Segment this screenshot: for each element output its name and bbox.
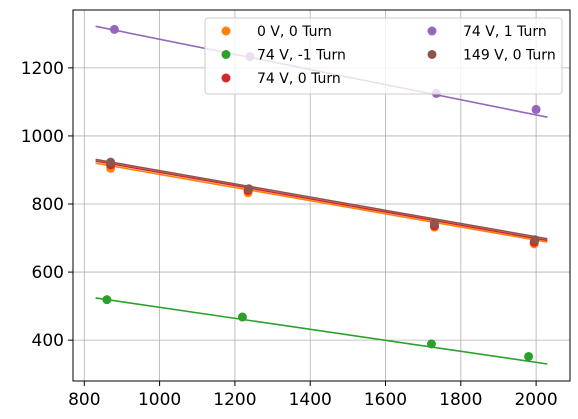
- x-tick-label: 1400: [289, 390, 332, 410]
- axis-ticks: 800 1000 1200 1400 1600 1800 2000 400 600 800 1000…: [21, 59, 558, 410]
- fit-line: [95, 158, 548, 240]
- data-point: [530, 235, 540, 245]
- legend-label: 0 V, 0 Turn: [257, 24, 332, 40]
- legend-box: [204, 17, 563, 95]
- legend-marker: [221, 50, 231, 59]
- x-tick-label: 1800: [439, 390, 482, 410]
- legend-marker: [427, 50, 437, 59]
- x-tick-label: 800: [68, 390, 100, 410]
- data-point: [429, 218, 439, 228]
- y-tick-label: 800: [32, 195, 64, 215]
- legend-marker: [221, 73, 231, 83]
- data-point: [531, 104, 541, 114]
- data-point: [102, 295, 112, 305]
- y-tick-label: 400: [32, 331, 64, 351]
- y-tick-label: 600: [32, 263, 64, 283]
- legend-label: 74 V, 0 Turn: [257, 71, 341, 87]
- fit-line: [95, 160, 548, 242]
- x-tick-label: 1200: [213, 390, 256, 410]
- fit-line: [95, 162, 548, 243]
- data-point: [426, 339, 436, 349]
- legend: 0 V, 0 Turn 74 V, -1 Turn 74 V, 0 Turn 74 V…: [204, 17, 563, 95]
- legend-label: 149 V, 0 Turn: [463, 48, 556, 64]
- data-point: [106, 157, 116, 167]
- y-tick-label: 1000: [21, 127, 64, 147]
- legend-marker: [221, 26, 231, 36]
- legend-marker: [427, 26, 437, 36]
- fit-line: [95, 297, 548, 365]
- y-tick-label: 1200: [21, 59, 64, 79]
- data-point: [244, 184, 254, 194]
- legend-label: 74 V, -1 Turn: [257, 48, 346, 64]
- legend-label: 74 V, 1 Turn: [463, 24, 547, 40]
- plot-frame: [72, 9, 571, 382]
- x-tick-label: 1000: [138, 390, 181, 410]
- data-point: [237, 312, 247, 322]
- data-point: [524, 351, 534, 361]
- x-tick-label: 2000: [514, 390, 557, 410]
- x-tick-label: 1600: [364, 390, 407, 410]
- data-point: [109, 24, 119, 34]
